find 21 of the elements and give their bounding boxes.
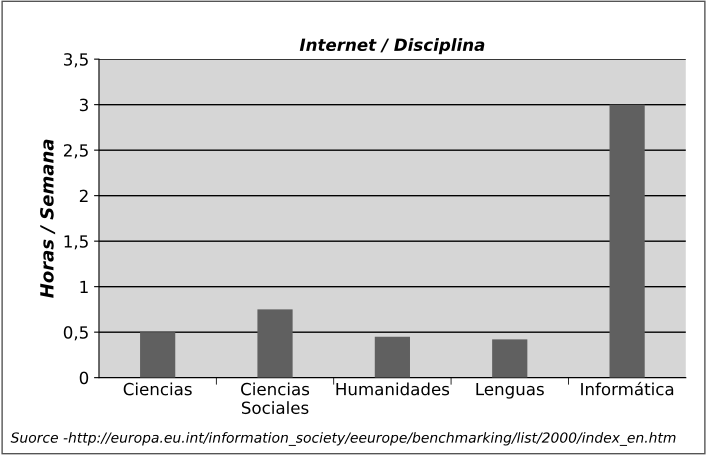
y-tick-label: 1,5: [64, 235, 88, 250]
x-tick-label: Ciencias: [124, 382, 192, 396]
x-tick-label: Informática: [581, 382, 674, 396]
bar: [492, 339, 528, 378]
x-tick-label: Humanidades: [336, 382, 450, 396]
y-tick-label: 1: [80, 280, 88, 293]
bar: [140, 332, 176, 378]
x-tick-label: Lenguas: [476, 383, 544, 399]
x-tick-label: Ciencias Sociales: [241, 382, 310, 414]
bar: [257, 309, 293, 378]
y-tick-label: 0: [80, 372, 88, 384]
y-tick-label: 2,5: [64, 144, 88, 158]
y-tick-label: 3: [80, 98, 88, 112]
y-tick-label: 2: [80, 190, 88, 202]
text: Suorce -http://europa.eu.int/information_society/eeurope/benchmarking/list/2000/index_en.htm: [10, 432, 676, 446]
chart-title: Internet / Disciplina: [300, 38, 484, 54]
y-axis-title: Horas / Semana: [40, 140, 56, 298]
bar: [610, 104, 645, 378]
y-tick-label: 3,5: [64, 53, 88, 68]
bar: [374, 336, 410, 378]
y-tick-label: 0,5: [64, 326, 88, 340]
